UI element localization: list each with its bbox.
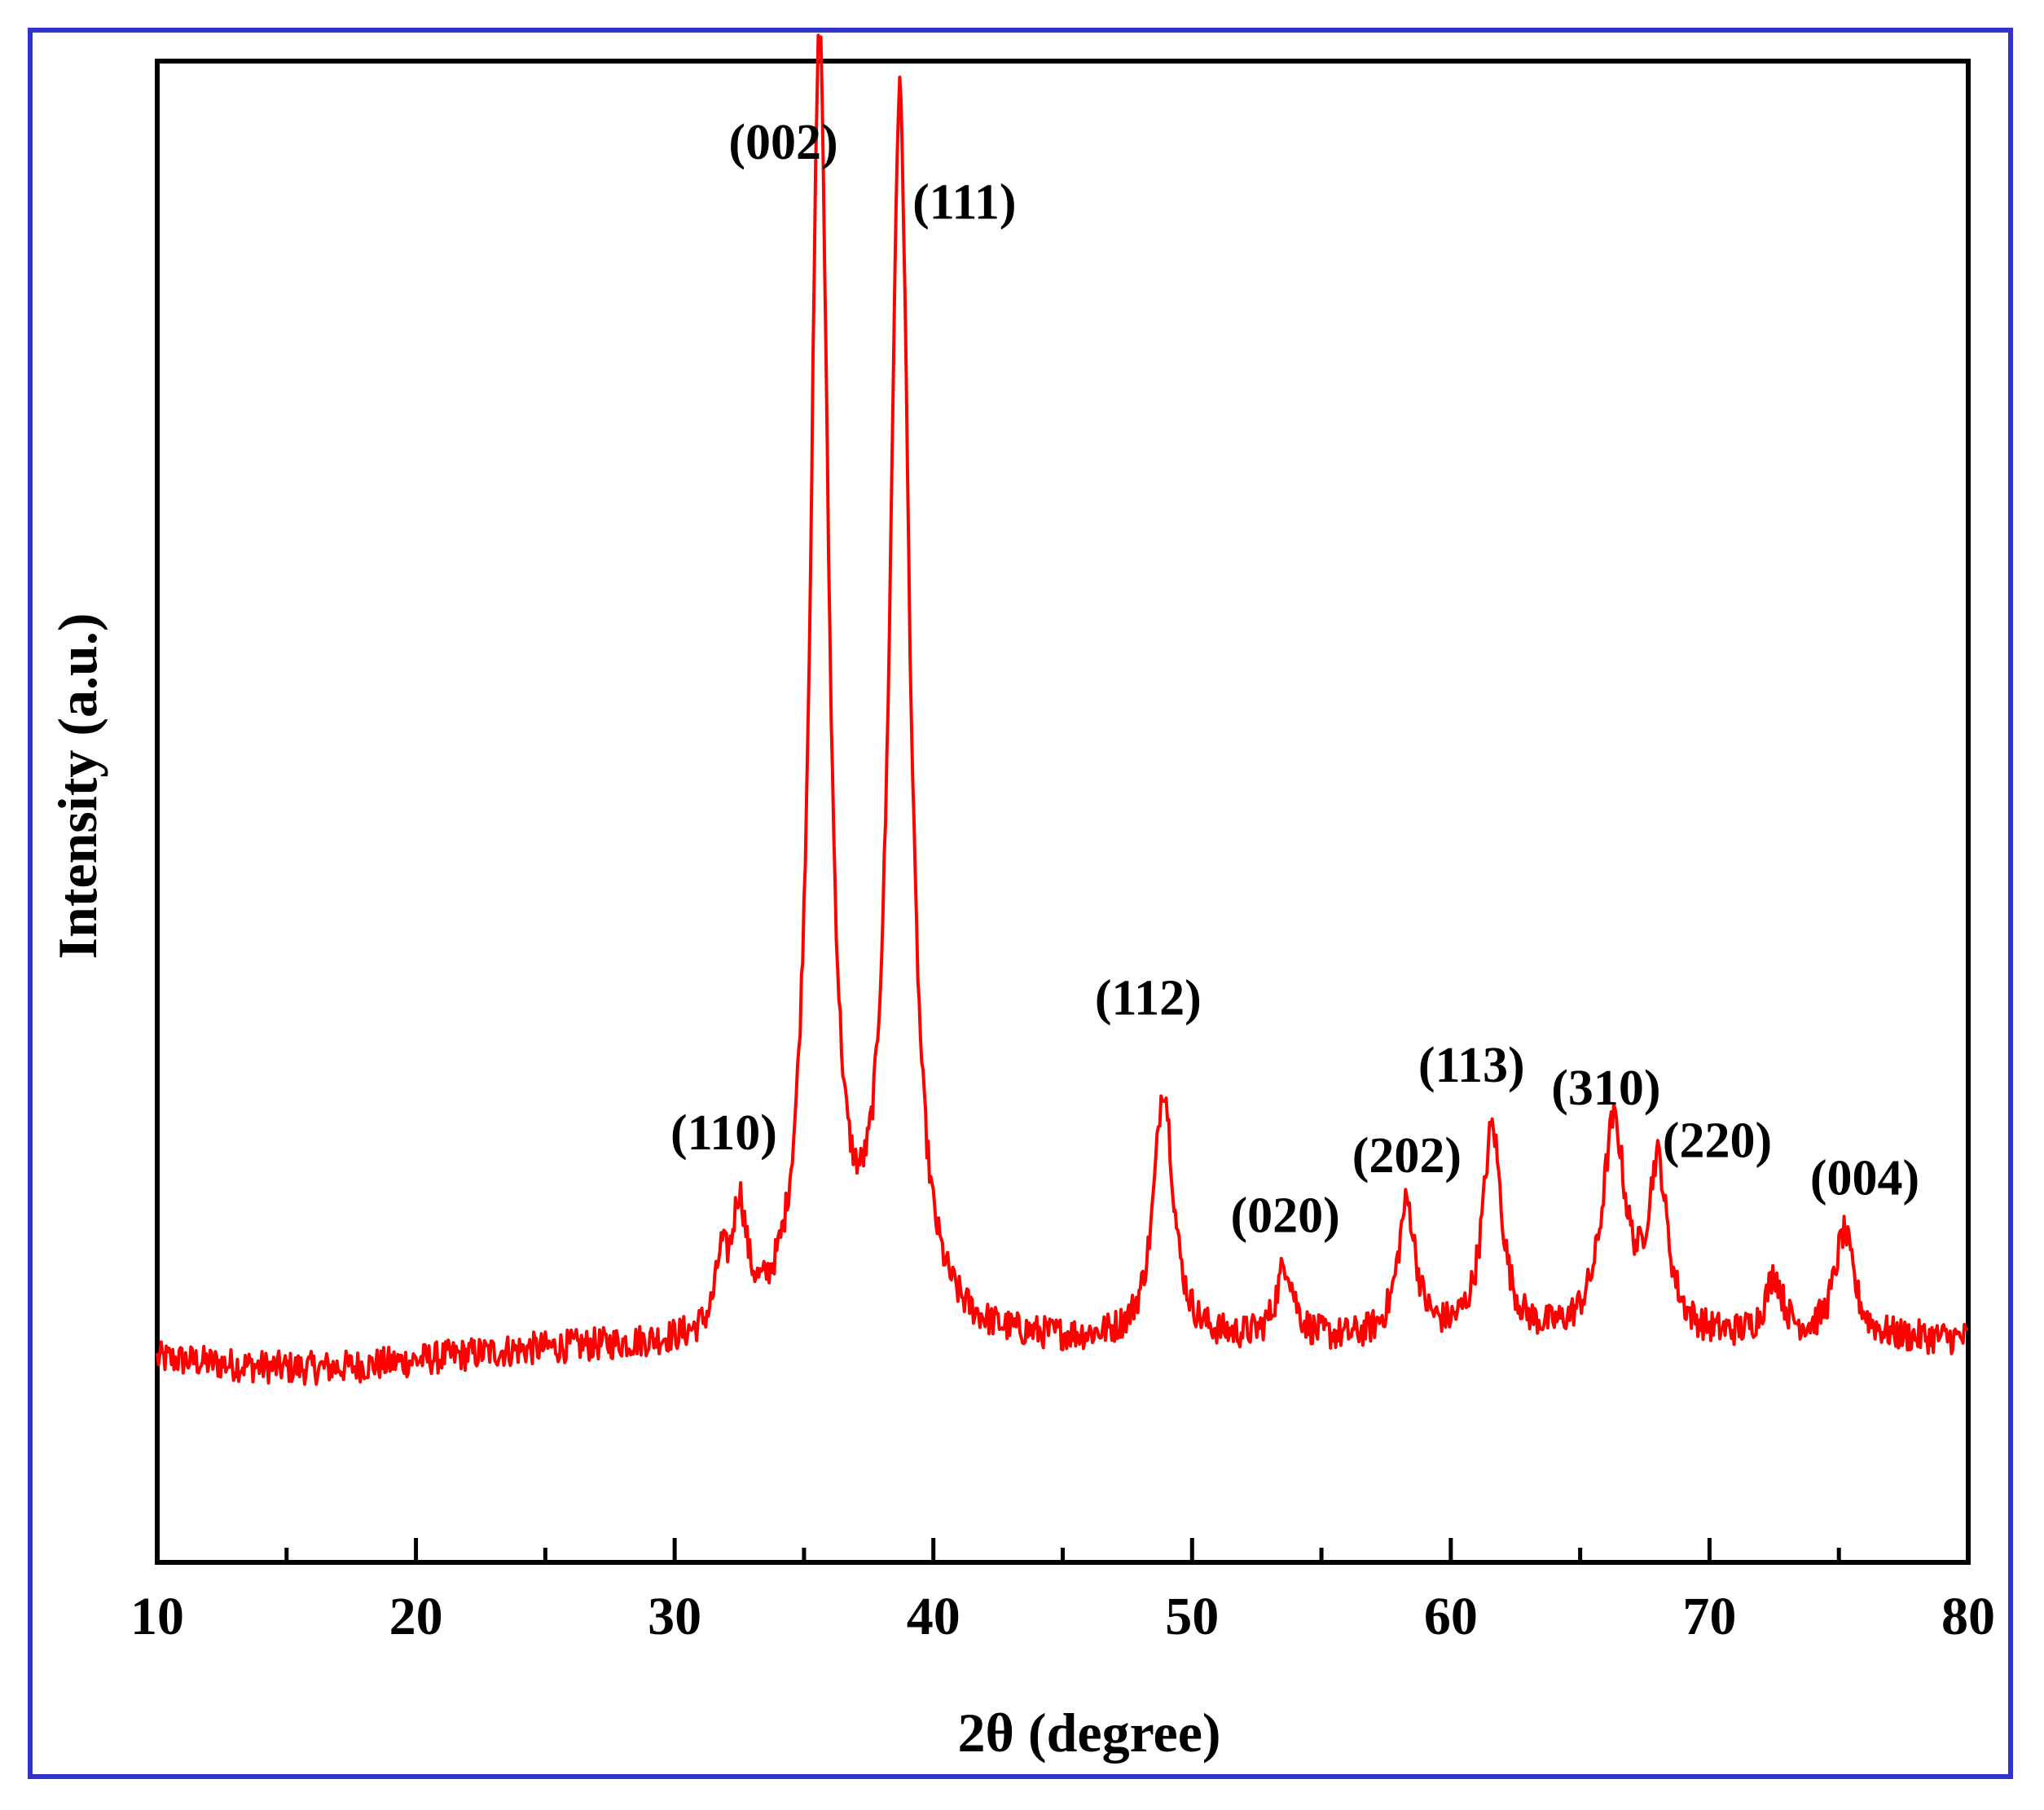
peak-labels: (110) (002) (111) (112) (020)(202) (113) (310)… xyxy=(670,115,1919,1244)
peak-label: (002) xyxy=(728,115,837,170)
peak-label: (020) xyxy=(1230,1188,1339,1244)
x-tick-label: 60 xyxy=(1424,1587,1478,1646)
peak-label: (113) xyxy=(1418,1038,1525,1093)
figure-frame xyxy=(28,28,2013,1779)
peak-label: (220) xyxy=(1663,1113,1772,1168)
x-tick-label: 30 xyxy=(648,1587,701,1646)
series-line xyxy=(156,33,1969,1386)
peak-label: (112) xyxy=(1095,970,1202,1026)
x-tick-label: 70 xyxy=(1682,1587,1736,1646)
x-tick-label: 80 xyxy=(1941,1587,1995,1646)
x-tick-label: 40 xyxy=(907,1587,960,1646)
peak-label: (111) xyxy=(912,175,1016,231)
peak-label: (110) xyxy=(670,1105,777,1161)
peak-label: (202) xyxy=(1352,1128,1462,1184)
x-axis-title: 2θ (degree) xyxy=(957,1702,1220,1764)
x-axis-tick-labels: 10 20 30 40 50 60 70 80 xyxy=(130,1587,1995,1646)
peak-label: (004) xyxy=(1810,1150,1919,1206)
x-tick-label: 10 xyxy=(130,1587,184,1646)
y-axis-title: Intensity (a.u.) xyxy=(46,613,108,959)
x-tick-label: 50 xyxy=(1165,1587,1219,1646)
peak-label: (310) xyxy=(1551,1061,1660,1116)
x-tick-label: 20 xyxy=(389,1587,443,1646)
x-axis-ticks xyxy=(155,1538,1971,1562)
